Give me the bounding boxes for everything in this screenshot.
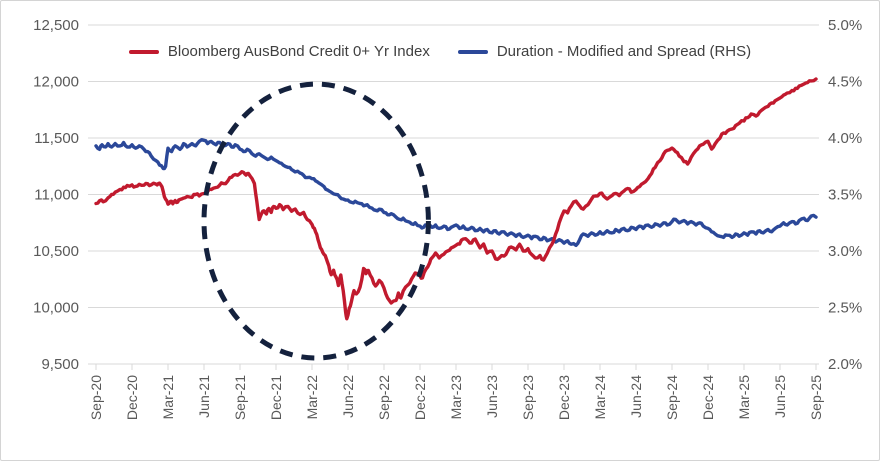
x-axis-label: Jun-22 — [340, 375, 356, 418]
y-axis-label-right: 3.5% — [828, 187, 862, 204]
x-axis-label: Mar-24 — [592, 375, 608, 420]
x-axis-label: Dec-20 — [124, 375, 140, 420]
y-axis-label-left: 11,000 — [34, 187, 79, 204]
x-axis-label: Sep-24 — [664, 375, 680, 420]
credit-index-line — [94, 77, 818, 321]
x-axis-label: Mar-23 — [448, 375, 464, 420]
x-axis-label: Dec-24 — [700, 375, 716, 420]
x-axis-label: Sep-23 — [520, 375, 536, 420]
duration-spread-line — [94, 137, 818, 248]
y-axis-label-left: 9,500 — [41, 356, 79, 373]
x-axis-label: Jun-24 — [628, 375, 644, 418]
x-axis-label: Dec-23 — [556, 375, 572, 420]
x-axis-label: Jun-21 — [196, 375, 212, 418]
x-axis-label: Sep-20 — [88, 375, 104, 420]
x-axis-label: Sep-21 — [232, 375, 248, 420]
y-axis-label-right: 2.5% — [828, 300, 862, 317]
y-axis-label-right: 4.5% — [828, 74, 862, 91]
y-axis-label-right: 4.0% — [828, 130, 862, 147]
highlight-ellipse-annotation — [201, 81, 431, 361]
y-axis-label-left: 12,500 — [33, 17, 79, 34]
x-axis-label: Sep-25 — [808, 375, 824, 420]
y-axis-label-left: 10,000 — [33, 300, 79, 317]
y-axis-label-right: 2.0% — [828, 356, 862, 373]
x-axis-label: Jun-25 — [772, 375, 788, 418]
y-axis-label-right: 5.0% — [828, 17, 862, 34]
x-axis-label: Dec-21 — [268, 375, 284, 420]
x-axis-label: Mar-22 — [304, 375, 320, 420]
y-axis-label-right: 3.0% — [828, 243, 862, 260]
y-axis-label-left: 12,000 — [33, 74, 79, 91]
x-axis-label: Mar-25 — [736, 375, 752, 420]
x-axis-label: Dec-22 — [412, 375, 428, 420]
x-axis-label: Jun-23 — [484, 375, 500, 418]
x-axis-label: Sep-22 — [376, 375, 392, 420]
y-axis-label-left: 10,500 — [33, 243, 79, 260]
x-axis-label: Mar-21 — [160, 375, 176, 420]
y-axis-label-left: 11,500 — [34, 130, 79, 147]
